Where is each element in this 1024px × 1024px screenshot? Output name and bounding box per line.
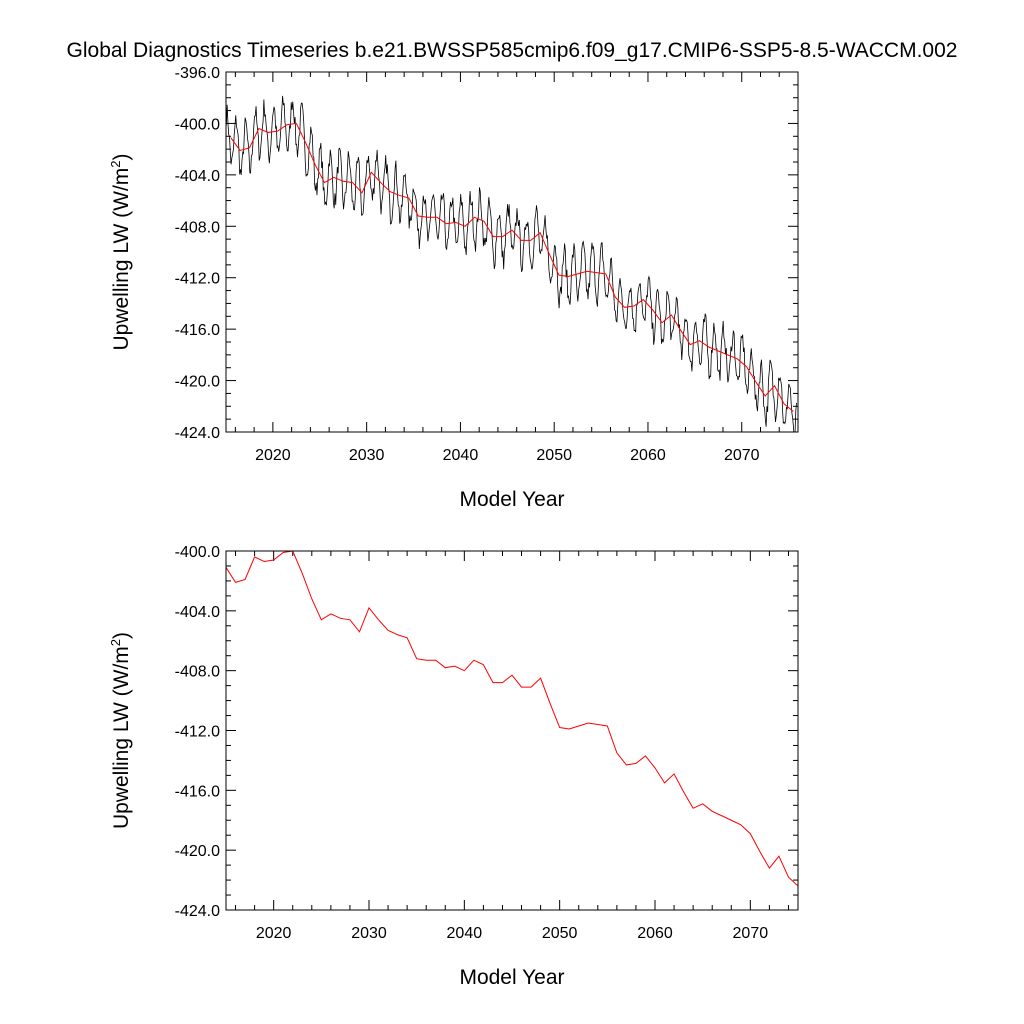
y-tick-label: -408.0 xyxy=(175,219,220,236)
x-tick-label: 2050 xyxy=(536,447,572,464)
y-tick-label: -404.0 xyxy=(175,168,220,185)
y-tick-label: -396.0 xyxy=(175,65,220,82)
plot-frame xyxy=(225,71,799,433)
y-tick-label: -420.0 xyxy=(175,843,220,860)
series-monthly-line xyxy=(226,95,797,432)
x-tick-label: 2040 xyxy=(447,925,483,942)
y-tick-label: -416.0 xyxy=(175,783,220,800)
y-tick-label: -408.0 xyxy=(175,664,220,681)
x-tick-label: 2070 xyxy=(733,925,769,942)
panel-top: 2020 2030 2040 2050 2060 2070 -424.0 -420.0 -416… xyxy=(108,65,799,511)
x-tick-label: 2020 xyxy=(256,925,292,942)
y-tick-label: -420.0 xyxy=(175,374,220,391)
y-tick-label: -412.0 xyxy=(175,271,220,288)
minor-ticks xyxy=(226,551,798,910)
minor-ticks xyxy=(226,72,799,432)
x-tick-label: 2070 xyxy=(724,447,760,464)
x-tick-label: 2020 xyxy=(255,447,291,464)
figure-title: Global Diagnostics Timeseries b.e21.BWSS… xyxy=(67,39,958,62)
y-tick-label: -416.0 xyxy=(175,322,220,339)
x-axis-label: Model Year xyxy=(459,488,564,511)
y-tick-label: -412.0 xyxy=(175,724,220,741)
x-tick-label: 2060 xyxy=(630,447,666,464)
y-tick-label: -400.0 xyxy=(175,544,220,561)
panel-bottom: 2020 2030 2040 2050 2060 2070 -424.0 -420.0 -416… xyxy=(108,544,799,989)
x-axis-label: Model Year xyxy=(459,966,564,989)
x-tick-label: 2030 xyxy=(351,925,387,942)
y-tick-label: -400.0 xyxy=(175,116,220,133)
y-tick-label: -404.0 xyxy=(175,604,220,621)
x-tick-label: 2040 xyxy=(443,447,479,464)
x-tick-label: 2050 xyxy=(542,925,578,942)
series-annual-line xyxy=(226,551,798,887)
y-axis-label: Upwelling LW (W/m2) xyxy=(108,632,133,829)
y-axis-label: Upwelling LW (W/m2) xyxy=(108,153,133,350)
y-tick-label: -424.0 xyxy=(175,425,220,442)
series-annual-line xyxy=(230,122,794,412)
plot-frame xyxy=(225,550,799,911)
x-tick-label: 2060 xyxy=(637,925,673,942)
x-tick-label: 2030 xyxy=(349,447,385,464)
y-tick-label: -424.0 xyxy=(175,903,220,920)
